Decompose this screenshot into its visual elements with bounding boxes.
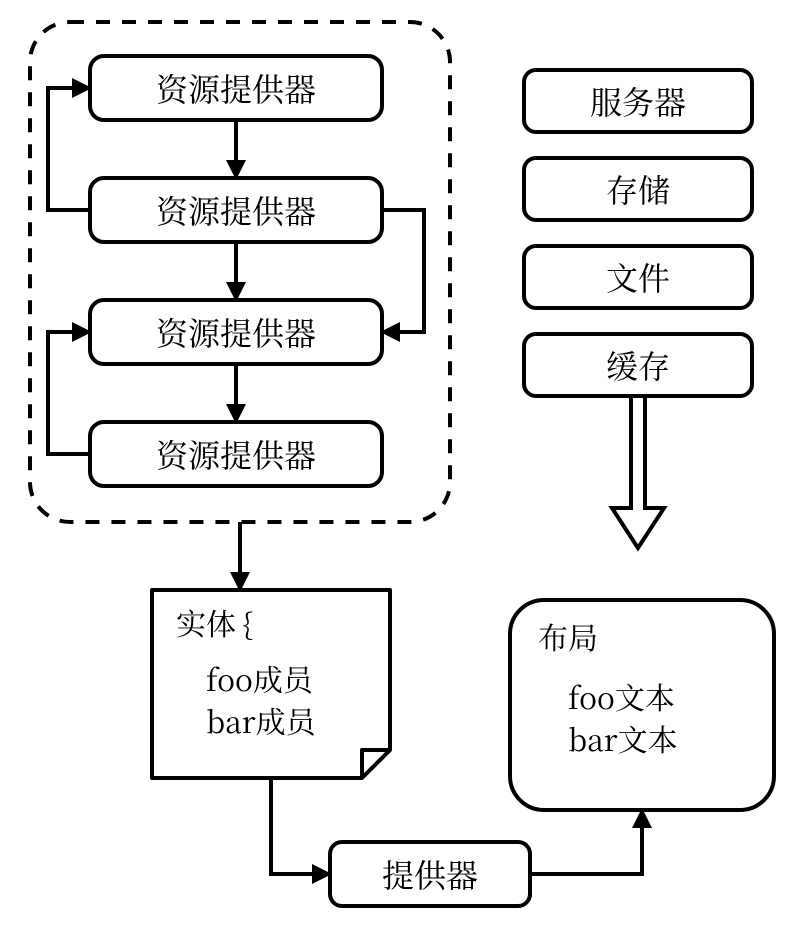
entity-line-1: foo成员 xyxy=(206,656,315,700)
layout-title: 布局 xyxy=(538,614,598,658)
entity-line-2: bar成员 xyxy=(206,698,318,742)
layout-line-2: bar文本 xyxy=(568,716,678,760)
hollow-down-arrow xyxy=(612,396,664,548)
provider-box-4-label: 资源提供器 xyxy=(156,431,316,477)
side-box-s2-label: 存储 xyxy=(606,166,670,212)
provider-to-layout-arrow xyxy=(530,810,642,874)
provider-box-2-label: 资源提供器 xyxy=(156,187,316,233)
side-box-s1-label: 服务器 xyxy=(590,78,686,124)
side-box-s3-label: 文件 xyxy=(606,254,670,300)
entity-title: 实体 xyxy=(176,600,236,644)
side-box-s4-label: 缓存 xyxy=(606,342,670,388)
feedback-arrow-left-top xyxy=(48,88,90,210)
entity-brace: { xyxy=(242,600,253,644)
provider-box-3-label: 资源提供器 xyxy=(156,309,316,355)
feedback-arrow-left-bottom xyxy=(48,332,90,454)
provider-box-bottom-label: 提供器 xyxy=(382,851,478,897)
feedback-arrow-right xyxy=(382,210,424,332)
entity-to-provider-arrow xyxy=(271,778,330,874)
layout-line-1: foo文本 xyxy=(568,674,675,718)
provider-box-1-label: 资源提供器 xyxy=(156,65,316,111)
